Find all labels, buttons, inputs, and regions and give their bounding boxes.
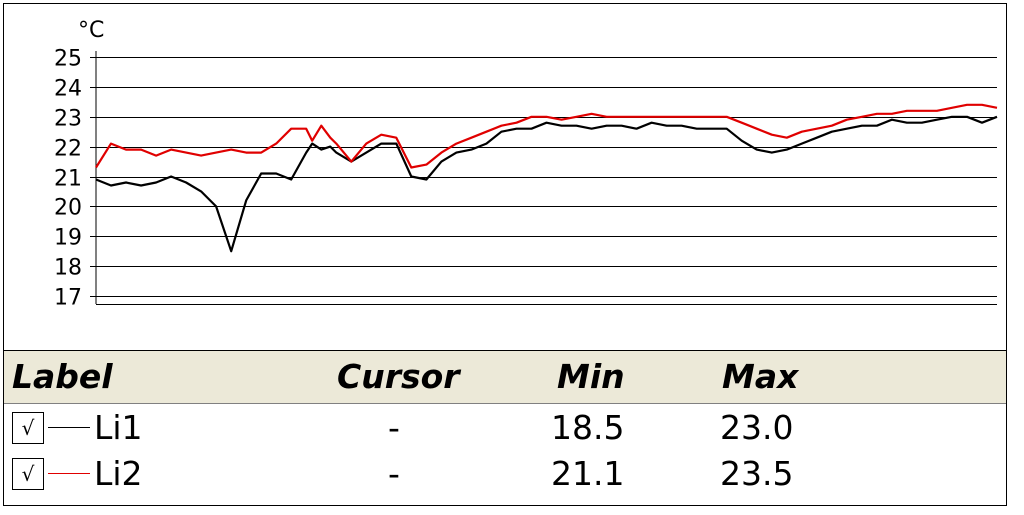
- y-tick-label-20: 20: [54, 196, 82, 221]
- li1-line-swatch: [48, 427, 90, 428]
- li2-visibility-checkbox[interactable]: √: [12, 458, 44, 490]
- li1-cursor-value: -: [388, 408, 400, 447]
- li1-min-value: 18.5: [551, 408, 625, 447]
- legend-row-li2: √ Li2 - 21.1 23.5: [4, 451, 1006, 497]
- y-tick-label-22: 22: [54, 137, 82, 162]
- y-tick-label-18: 18: [54, 256, 82, 281]
- y-tick-label-21: 21: [54, 167, 82, 192]
- series-line-li1: [95, 115, 998, 253]
- legend-table: Label Cursor Min Max √ Li1 - 18.5 23.0 √…: [4, 350, 1006, 506]
- legend-row-li1: √ Li1 - 18.5 23.0: [4, 405, 1006, 451]
- min-column-header: Min: [557, 357, 625, 396]
- y-axis-unit-label: °C: [78, 18, 104, 43]
- li2-max-value: 23.5: [720, 454, 794, 493]
- max-column-header: Max: [722, 357, 799, 396]
- y-tick-label-24: 24: [54, 77, 82, 102]
- y-tick-label-19: 19: [54, 226, 82, 251]
- chart-window: °C 17 18 19 20 21 22 23 24 25 Label Cursor Min Ma…: [3, 3, 1007, 506]
- series-line-li2: [95, 103, 998, 169]
- li2-label: Li2: [94, 454, 143, 493]
- li2-cursor-value: -: [388, 454, 400, 493]
- cursor-column-header: Cursor: [337, 357, 460, 396]
- li1-label: Li1: [94, 408, 143, 447]
- y-tick-label-25: 25: [54, 47, 82, 72]
- li1-max-value: 23.0: [720, 408, 794, 447]
- y-tick-label-23: 23: [54, 107, 82, 132]
- chart-area: °C 17 18 19 20 21 22 23 24 25: [4, 4, 1008, 350]
- li1-visibility-checkbox[interactable]: √: [12, 412, 44, 444]
- li2-min-value: 21.1: [551, 454, 625, 493]
- li2-line-swatch: [48, 473, 90, 474]
- legend-header: Label Cursor Min Max: [4, 351, 1006, 404]
- temperature-chart: °C 17 18 19 20 21 22 23 24 25: [54, 18, 998, 311]
- y-tick-label-17: 17: [54, 286, 82, 311]
- label-column-header: Label: [12, 357, 113, 396]
